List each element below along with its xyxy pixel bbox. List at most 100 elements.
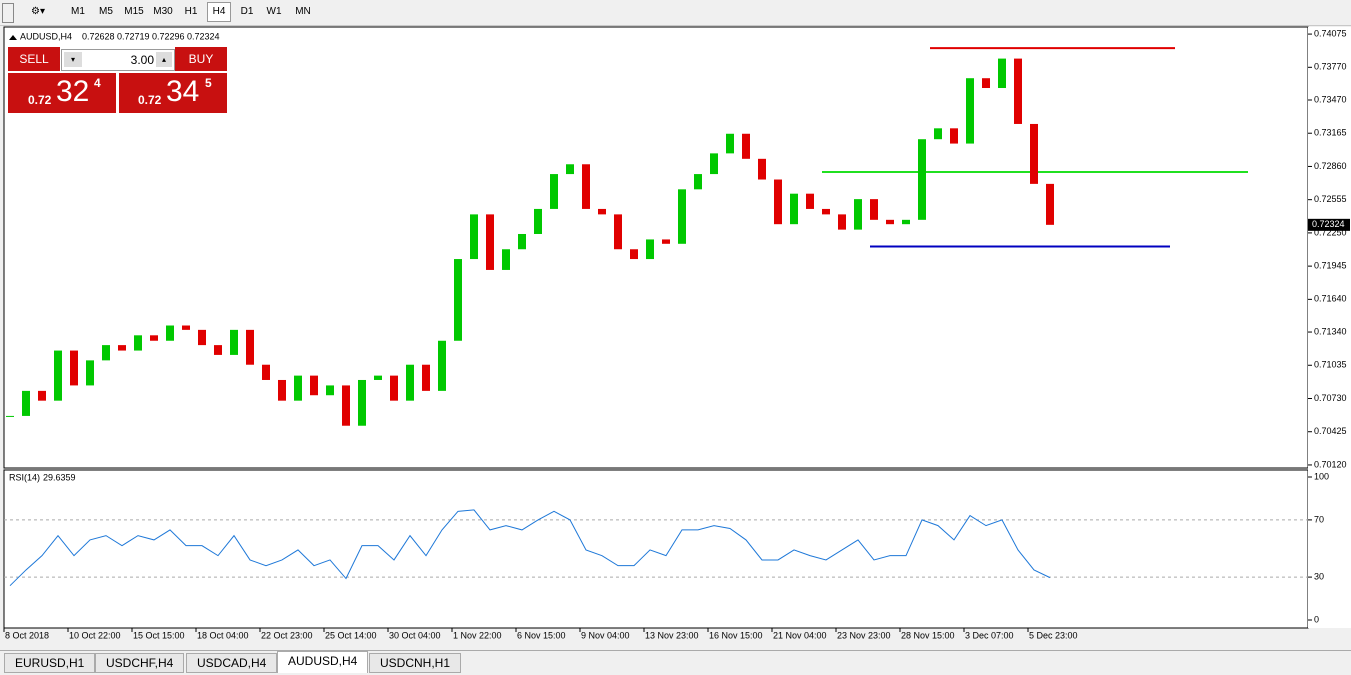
candle-body (998, 58, 1006, 89)
tab-bar: EURUSD,H1 USDCHF,H4 USDCAD,H4 AUDUSD,H4 USDC… (0, 650, 1351, 675)
quote-value: 0.72719 (117, 31, 150, 41)
symbol-tab[interactable]: USDCHF,H4 (95, 653, 185, 673)
lot-value[interactable]: 3.00 (130, 53, 154, 67)
rsi-tick-label: 0 (1314, 614, 1319, 624)
x-tick-label: 21 Nov 04:00 (773, 630, 827, 640)
lot-up[interactable]: ▴ (156, 52, 172, 67)
candle-body (598, 208, 606, 215)
y-tick-label: 0.71340 (1314, 326, 1347, 336)
timeframe-button[interactable]: M30 (153, 6, 173, 17)
quote-value: 0.72628 (82, 31, 115, 41)
symbol: AUDUSD,H4 (20, 31, 72, 41)
ask-price[interactable]: 0.72 34 5 (119, 73, 227, 113)
candle-body (678, 189, 686, 244)
rsi-pane (3, 469, 1309, 629)
candle-body (902, 219, 910, 225)
quote-value: 0.72296 (152, 31, 185, 41)
candle-body (230, 329, 238, 355)
timeframe-button[interactable]: W1 (266, 6, 282, 17)
candle-body (438, 340, 446, 391)
candle-body (70, 350, 78, 386)
x-tick-label: 23 Nov 23:00 (837, 630, 891, 640)
candle-body (102, 345, 110, 361)
x-tick-label: 10 Oct 22:00 (69, 630, 121, 640)
candle-body (742, 133, 750, 159)
rsi-line (9, 509, 1051, 587)
candle-body (390, 375, 398, 401)
x-tick-label: 8 Oct 2018 (5, 630, 49, 640)
ask-mid: 34 (166, 75, 200, 108)
candle-body (518, 233, 526, 250)
price-axis (1308, 27, 1351, 628)
candle-body (758, 158, 766, 180)
y-tick-label: 0.72250 (1314, 227, 1347, 237)
candle-body (662, 239, 670, 244)
candle-body (982, 78, 990, 89)
candle-body (1014, 58, 1022, 124)
rsi-value: 29.6359 (43, 472, 76, 482)
timeframe-button[interactable]: M1 (71, 6, 85, 17)
tool-icon[interactable] (2, 3, 14, 23)
timeframe-button[interactable]: H4 (207, 2, 231, 22)
symbol-tab[interactable]: AUDUSD,H4 (277, 651, 369, 673)
candle-body (310, 375, 318, 396)
candle-body (854, 199, 862, 230)
candle-body (886, 219, 894, 225)
x-tick-label: 13 Nov 23:00 (645, 630, 699, 640)
y-tick-label: 0.73770 (1314, 62, 1347, 72)
rsi-title: RSI(14) (9, 472, 40, 482)
candle-body (950, 128, 958, 144)
candle-body (806, 193, 814, 209)
candle-body (710, 153, 718, 175)
candle-body (86, 360, 94, 386)
candle-body (6, 415, 14, 417)
y-tick-label: 0.70425 (1314, 426, 1347, 436)
x-tick-label: 22 Oct 23:00 (261, 630, 313, 640)
timeframe-button[interactable]: M15 (124, 6, 144, 17)
rsi-tick-label: 30 (1314, 571, 1324, 581)
candle-body (630, 249, 638, 260)
candle-body (582, 164, 590, 209)
candle-body (790, 193, 798, 225)
candle-body (694, 174, 702, 190)
symbol-tab[interactable]: EURUSD,H1 (4, 653, 96, 673)
x-tick-label: 15 Oct 15:00 (133, 630, 185, 640)
y-tick-label: 0.71945 (1314, 261, 1347, 271)
candle-body (38, 390, 46, 401)
ask-small: 5 (205, 76, 212, 90)
candle-body (294, 375, 302, 401)
lot-down[interactable]: ▾ (64, 52, 82, 67)
y-tick-label: 0.73165 (1314, 128, 1347, 138)
ask-big: 0.72 (138, 93, 162, 107)
candle-body (182, 325, 190, 330)
timeframe-button[interactable]: H1 (184, 6, 198, 17)
timeframe-button[interactable]: D1 (240, 6, 254, 17)
candle-body (278, 379, 286, 401)
candle-body (150, 335, 158, 341)
sell-button[interactable]: SELL (8, 47, 60, 71)
symbol-tab[interactable]: USDCNH,H1 (369, 653, 462, 673)
candle-body (566, 164, 574, 175)
y-tick-label: 0.72860 (1314, 161, 1347, 171)
timeframe-button[interactable]: MN (295, 6, 311, 17)
candle-body (22, 390, 30, 416)
toolbar: ⚙▾ M1 M5 M15 M30 H1 H4 D1 W1 MN (0, 0, 1351, 26)
buy-button[interactable]: BUY (175, 47, 227, 71)
rsi-tick-label: 70 (1314, 514, 1324, 524)
tool-icon[interactable]: ⚙▾ (31, 6, 45, 17)
timeframe-button[interactable]: M5 (99, 6, 113, 17)
y-tick-label: 0.74075 (1314, 28, 1347, 38)
x-tick-label: 28 Nov 15:00 (901, 630, 955, 640)
candle-body (1030, 123, 1038, 184)
candle-body (934, 128, 942, 140)
x-tick-label: 25 Oct 14:00 (325, 630, 377, 640)
collapse-icon[interactable] (9, 35, 17, 40)
bid-small: 4 (94, 76, 101, 90)
candle-body (1046, 183, 1054, 225)
x-tick-label: 18 Oct 04:00 (197, 630, 249, 640)
x-tick-label: 6 Nov 15:00 (517, 630, 566, 640)
trade-panel: SELL ▾ 3.00 ▴ BUY 0.72 32 4 0.72 34 5 (8, 47, 227, 113)
symbol-tab[interactable]: USDCAD,H4 (186, 653, 278, 673)
bid-price[interactable]: 0.72 32 4 (8, 73, 116, 113)
y-tick-label: 0.72555 (1314, 194, 1347, 204)
